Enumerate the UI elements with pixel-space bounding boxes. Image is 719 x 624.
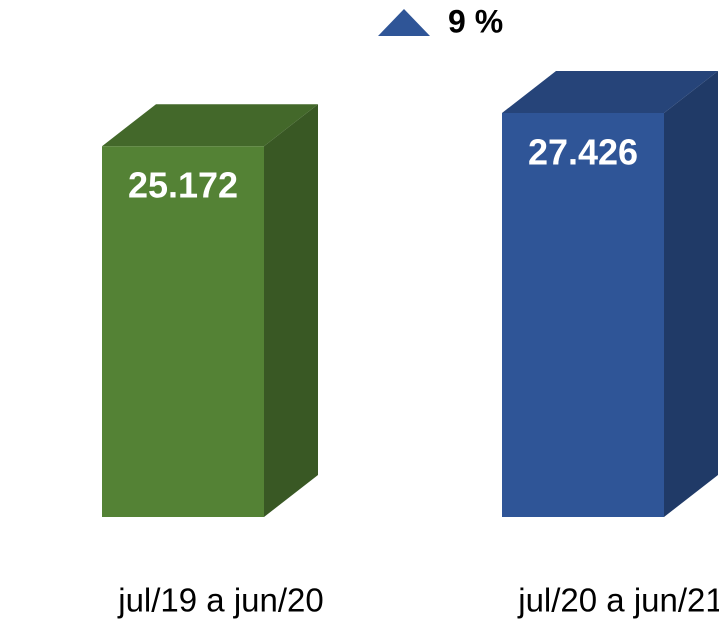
annotation-triangle (378, 9, 430, 36)
bar (502, 71, 718, 517)
x-tick-label: jul/19 a jun/20 (117, 582, 324, 619)
value-label: 25.172 (128, 165, 238, 206)
bar-front (502, 113, 664, 517)
bar-side (664, 71, 718, 517)
x-tick-label: jul/20 a jun/21 (517, 582, 719, 619)
bar (102, 104, 318, 518)
bar-top (102, 104, 318, 147)
bar-front (102, 146, 264, 518)
value-label: 27.426 (528, 132, 638, 173)
annotation: 9 % (448, 3, 503, 39)
bar-side (264, 104, 318, 518)
bar-top (502, 71, 718, 113)
